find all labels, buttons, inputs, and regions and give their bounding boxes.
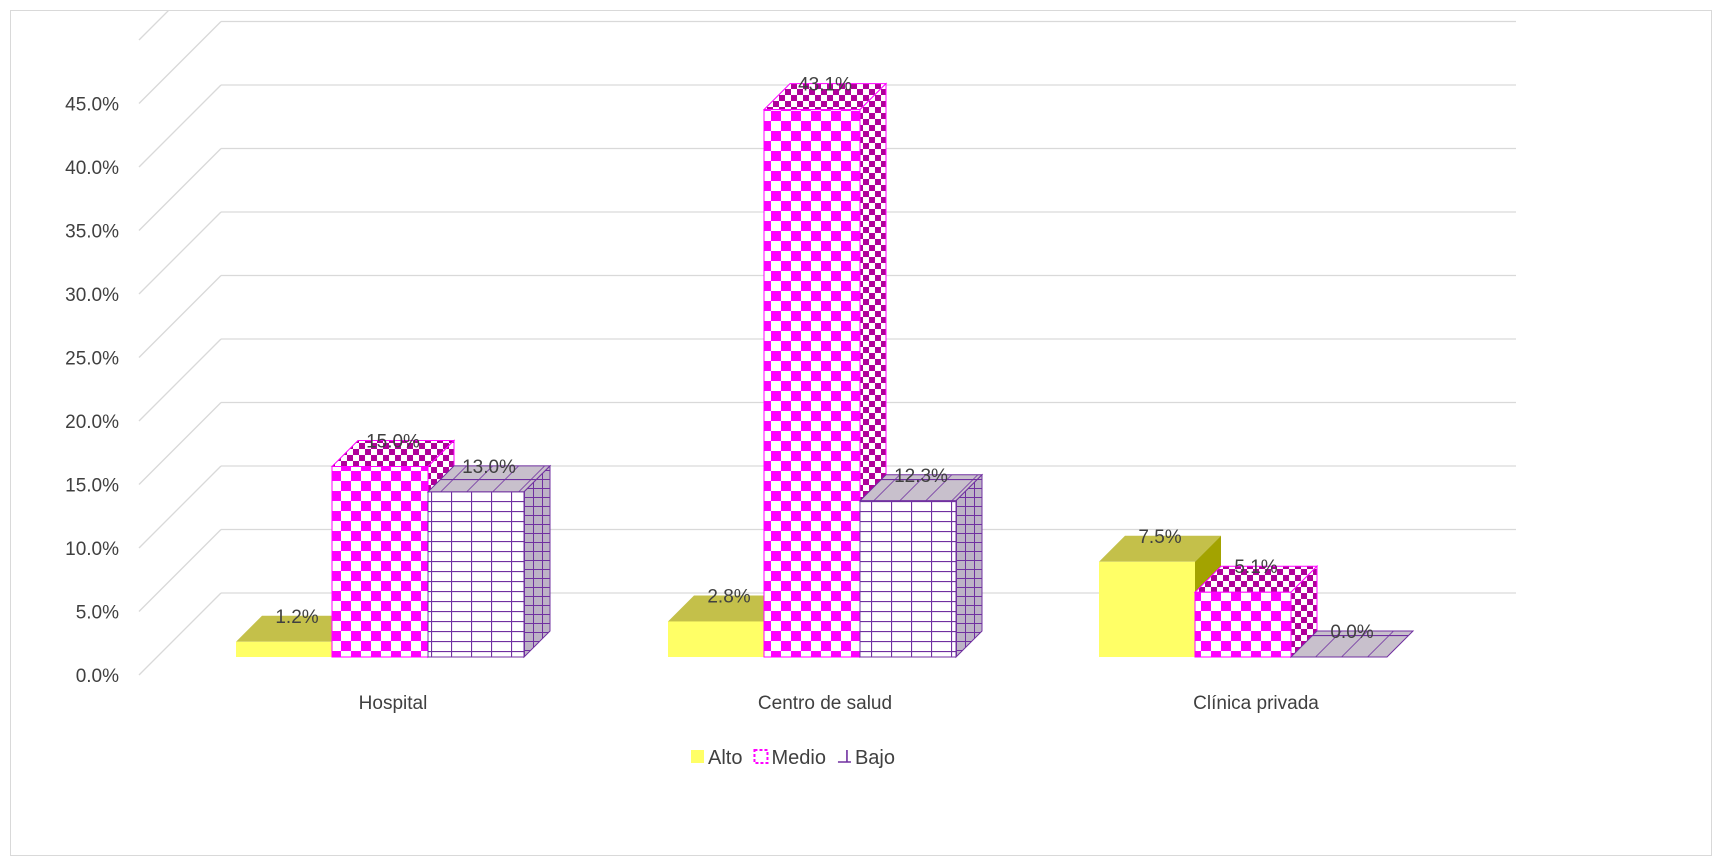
gridline-depth xyxy=(139,466,221,548)
data-label: 2.8% xyxy=(707,586,750,607)
legend-item: Alto xyxy=(691,747,742,769)
gridline-depth xyxy=(139,276,221,358)
legend-label: Bajo xyxy=(855,747,895,769)
y-tick-label: 25.0% xyxy=(65,349,119,370)
y-tick-label: 20.0% xyxy=(65,412,119,433)
data-label: 1.2% xyxy=(275,607,318,628)
category-axis: Hospital Centro de salud Clínica privada xyxy=(359,693,1320,714)
gridline-depth xyxy=(139,85,221,167)
data-label: 15.0% xyxy=(366,432,420,453)
bar-front xyxy=(332,467,428,658)
y-tick-label: 45.0% xyxy=(65,95,119,116)
data-label: 0.0% xyxy=(1330,622,1373,643)
y-tick-label: 15.0% xyxy=(65,476,119,497)
data-label: 13.0% xyxy=(462,457,516,478)
bar-front xyxy=(668,621,764,657)
y-tick-label: 35.0% xyxy=(65,222,119,243)
y-axis: 0.0% 5.0% 10.0% 15.0% 20.0% 25.0% 30.0% 35.0% 40… xyxy=(65,95,119,688)
bar-front xyxy=(236,642,332,657)
y-tick-label: 10.0% xyxy=(65,539,119,560)
gridline-depth xyxy=(139,22,221,104)
bar-front xyxy=(1195,592,1291,657)
data-label: 43.1% xyxy=(798,75,852,96)
bar-side xyxy=(524,466,550,657)
bar-front xyxy=(1099,562,1195,657)
bar-bajo xyxy=(428,466,550,657)
legend-swatch xyxy=(691,750,704,763)
legend-item: Medio xyxy=(754,747,825,769)
bar-side xyxy=(956,475,982,657)
category-label: Centro de salud xyxy=(758,693,892,714)
legend-label: Alto xyxy=(708,747,742,769)
bar-medio xyxy=(1195,566,1317,657)
data-label: 7.5% xyxy=(1138,527,1181,548)
data-label: 5.1% xyxy=(1234,557,1277,578)
category-label: Clínica privada xyxy=(1193,693,1319,714)
y-tick-label: 30.0% xyxy=(65,285,119,306)
legend: Alto Medio Bajo xyxy=(691,747,895,769)
legend-swatch xyxy=(838,750,851,762)
gridline-depth xyxy=(139,339,221,421)
bar-front xyxy=(428,492,524,657)
legend-label: Medio xyxy=(771,747,825,769)
gridline-depth xyxy=(139,212,221,294)
category-label: Hospital xyxy=(359,693,428,714)
legend-swatch xyxy=(754,750,767,763)
y-tick-label: 5.0% xyxy=(76,603,119,624)
legend-item: Bajo xyxy=(838,747,895,769)
y-tick-label: 0.0% xyxy=(76,666,119,687)
bar-front xyxy=(860,501,956,657)
bar-chart: 0.0% 5.0% 10.0% 15.0% 20.0% 25.0% 30.0% 35.0% 40… xyxy=(11,11,1713,857)
gridline-depth xyxy=(139,403,221,485)
chart-frame: 0.0% 5.0% 10.0% 15.0% 20.0% 25.0% 30.0% 35.0% 40… xyxy=(10,10,1712,856)
y-tick-label: 40.0% xyxy=(65,158,119,179)
bar-front xyxy=(764,110,860,657)
bar-bajo xyxy=(860,475,982,657)
gridline-depth xyxy=(139,149,221,231)
gridline-depth xyxy=(139,593,221,675)
gridline-depth xyxy=(139,530,221,612)
gridline-depth xyxy=(139,11,221,40)
data-label: 12.3% xyxy=(894,466,948,487)
